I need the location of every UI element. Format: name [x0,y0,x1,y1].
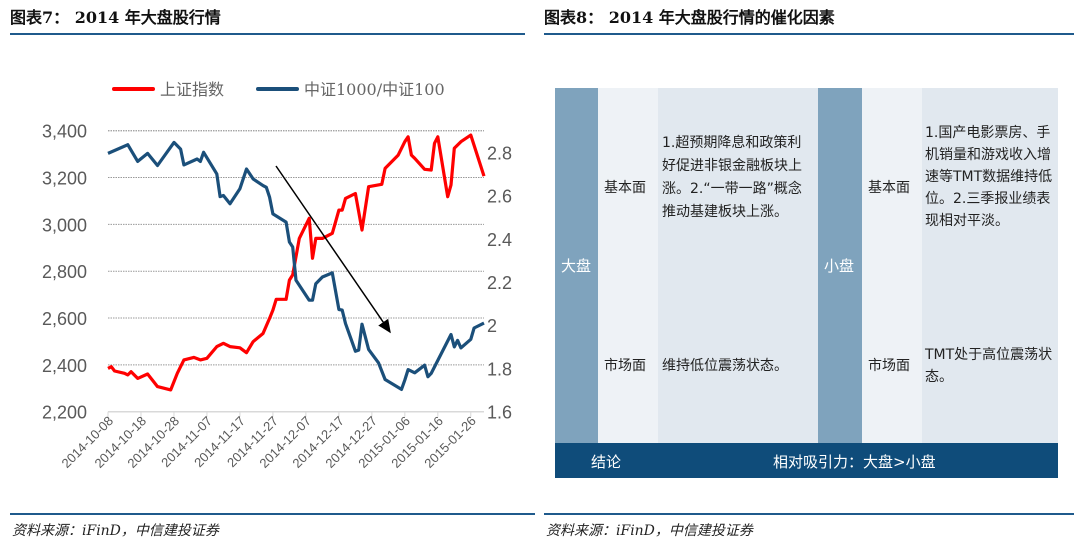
large-cap-label-column: 基本面 市场面 [598,88,658,443]
right-footer-divider [544,513,1074,515]
large-cap-content-column: 1.超预期降息和政策利好促进非银金融板块上涨。2.“一带一路”概念推动基建板块上… [658,88,818,443]
right-title-divider [544,33,1074,35]
left-footer-divider [10,513,535,515]
catalyst-table: 大盘 基本面 市场面 1.超预期降息和政策利好促进非银金融板块上涨。2.“一带一… [555,88,1058,478]
large-fundamentals-text: 1.超预期降息和政策利好促进非银金融板块上涨。2.“一带一路”概念推动基建板块上… [662,135,802,220]
large-fundamentals-label: 基本面 [604,180,646,196]
small-market-label: 市场面 [868,358,910,374]
conclusion-label: 结论 [591,453,622,471]
legend-label-ratio: 中证1000/中证100 [304,80,445,99]
conclusion-row: 结论 相对吸引力：大盘>小盘 [555,443,1058,478]
large-cap-label: 大盘 [561,257,592,275]
y-right-tick-label: 2.6 [487,187,512,207]
large-market-label: 市场面 [604,358,646,374]
small-cap-column: 小盘 [818,88,862,443]
small-fundamentals-text: 1.国产电影票房、手机销量和游戏收入增速等TMT数据维持低位。2.三季报业绩表现… [925,125,1053,229]
y-right-tick-label: 2.8 [487,143,512,163]
y-right-tick-label: 1.8 [487,359,512,379]
left-figure-title: 图表7： 2014 年大盘股行情 [10,8,221,27]
trend-arrow-annotation [275,165,391,334]
large-market-text: 维持低位震荡状态。 [662,358,788,374]
y-right-tick-label: 2.2 [487,273,512,293]
legend-label-shanghai: 上证指数 [160,80,224,99]
small-market-text: TMT处于高位震荡状态。 [925,347,1053,385]
y-left-tick-label: 2,600 [42,309,87,329]
small-cap-label-column: 基本面 市场面 [862,88,922,443]
arrow-icon [275,165,391,334]
series-line-shanghai-index [107,133,486,392]
left-source-note: 资料来源：iFinD，中信建投证券 [12,523,219,539]
y-left-tick-label: 3,000 [42,215,87,235]
y-left-tick-label: 3,200 [42,169,87,189]
conclusion-text: 相对吸引力：大盘>小盘 [773,453,936,471]
small-fundamentals-label: 基本面 [868,180,910,196]
series-line-csi1000-csi100-ratio [107,140,485,391]
y-left-tick-label: 2,400 [42,356,87,376]
line-chart: 2,200 2,400 2,600 2,800 3,000 3,200 3,400 1.6 1.… [42,80,512,471]
small-cap-label: 小盘 [824,257,855,275]
y-right-tick-label: 1.6 [487,403,512,423]
right-figure-title: 图表8： 2014 年大盘股行情的催化因素 [544,8,835,27]
y-left-tick-label: 2,200 [42,403,87,423]
y-left-tick-label: 2,800 [42,262,87,282]
small-cap-content-column: 1.国产电影票房、手机销量和游戏收入增速等TMT数据维持低位。2.三季报业绩表现… [922,88,1058,443]
y-right-tick-label: 2.4 [487,230,512,250]
left-title-divider [10,33,525,35]
y-left-tick-label: 3,400 [42,122,87,142]
right-source-note: 资料来源：iFinD，中信建投证券 [546,523,753,539]
y-right-tick-label: 2 [487,316,497,336]
large-cap-column: 大盘 [555,88,598,443]
